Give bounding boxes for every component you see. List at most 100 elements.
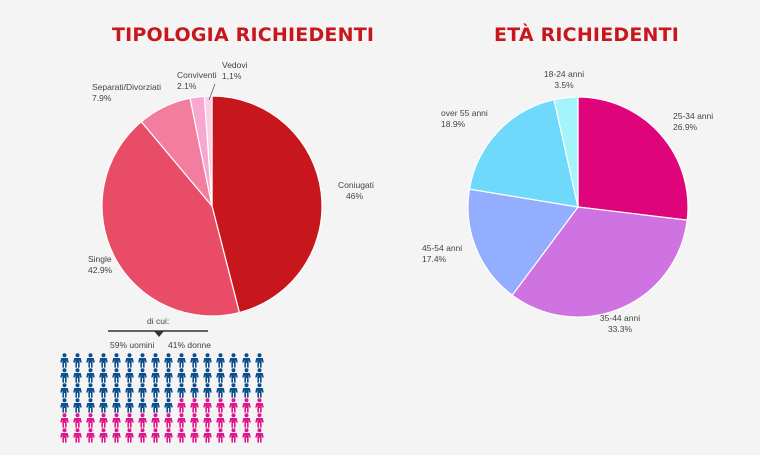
person-icon (175, 413, 188, 428)
person-icon (175, 368, 188, 383)
chart-title-tipologia: TIPOLOGIA RICHIEDENTI (112, 24, 375, 46)
person-icon (58, 368, 71, 383)
person-icon (123, 353, 136, 368)
person-icon (123, 383, 136, 398)
person-icon (123, 398, 136, 413)
person-icon (71, 428, 84, 443)
person-icon (162, 383, 175, 398)
person-icon (110, 398, 123, 413)
pie-slice-45-54-anni (467, 188, 580, 297)
person-icon (58, 413, 71, 428)
person-icon (149, 428, 162, 443)
person-icon (175, 383, 188, 398)
person-icon (214, 368, 227, 383)
person-icon (214, 353, 227, 368)
person-icon (149, 368, 162, 383)
person-icon (188, 398, 201, 413)
person-icon (175, 353, 188, 368)
breakdown-intro: di cui: (147, 316, 170, 326)
pie-slice-18-24-anni (553, 96, 579, 208)
person-icon (162, 398, 175, 413)
person-icon (227, 398, 240, 413)
person-icon (227, 383, 240, 398)
divider-pointer (154, 331, 164, 337)
person-icon (136, 353, 149, 368)
person-icon (71, 413, 84, 428)
pie-chart-tipologia (101, 95, 323, 317)
people-pictogram (58, 353, 268, 443)
women-percentage-label: 41% donne (168, 340, 212, 350)
person-icon (214, 413, 227, 428)
person-icon (123, 428, 136, 443)
chart-title-eta: ETÀ RICHIEDENTI (494, 24, 680, 46)
person-icon (240, 428, 253, 443)
pie-chart-eta (467, 96, 689, 318)
person-icon (214, 398, 227, 413)
slice-labels: Coniugati 46% Single 42.9% Separati/Divorzia… (88, 60, 713, 334)
person-icon (58, 353, 71, 368)
slice-label-25-34-anni: 25-34 anni 26.9% (673, 111, 713, 132)
person-icon (162, 413, 175, 428)
person-icon (240, 353, 253, 368)
person-icon (123, 368, 136, 383)
slice-label-over-55-anni: over 55 anni 18.9% (441, 108, 488, 129)
person-icon (71, 368, 84, 383)
breakdown-divider (108, 330, 208, 337)
person-icon (201, 353, 214, 368)
person-icon (110, 368, 123, 383)
pie-slice-vedovi (203, 95, 213, 207)
person-icon (253, 383, 266, 398)
person-icon (188, 368, 201, 383)
person-icon (201, 383, 214, 398)
person-icon (175, 398, 188, 413)
person-icon (97, 383, 110, 398)
slice-label-vedovi: Vedovi 1,1% (222, 60, 248, 81)
person-icon (227, 413, 240, 428)
person-icon (214, 383, 227, 398)
pie-slice-over-55-anni (468, 98, 579, 208)
person-icon (110, 383, 123, 398)
person-icon (227, 368, 240, 383)
person-icon (71, 398, 84, 413)
person-icon (188, 353, 201, 368)
person-icon (110, 428, 123, 443)
slice-label-single: Single 42.9% (88, 254, 113, 275)
person-icon (97, 413, 110, 428)
person-icon (188, 383, 201, 398)
person-icon (201, 413, 214, 428)
person-icon (84, 383, 97, 398)
slice-label-coniugati: Coniugati 46% (338, 180, 374, 201)
person-icon (253, 398, 266, 413)
pie-slice-35-44-anni (511, 206, 688, 318)
person-icon (214, 428, 227, 443)
slice-label-separati-divorziati: Separati/Divorziati 7.9% (92, 82, 161, 103)
slice-label-45-54-anni: 45-54 anni 17.4% (422, 243, 462, 264)
person-icon (71, 353, 84, 368)
person-icon (162, 368, 175, 383)
person-icon (253, 353, 266, 368)
person-icon (110, 413, 123, 428)
person-icon (253, 368, 266, 383)
pie-slice-25-34-anni (577, 96, 689, 221)
slice-label-18-24-anni: 18-24 anni 3.5% (544, 69, 584, 90)
person-icon (188, 428, 201, 443)
person-icon (149, 413, 162, 428)
person-icon (136, 413, 149, 428)
slice-label-conviventi: Conviventi 2.1% (177, 70, 217, 91)
person-icon (97, 353, 110, 368)
person-icon (84, 368, 97, 383)
person-icon (84, 413, 97, 428)
men-percentage-label: 59% uomini (110, 340, 155, 350)
person-icon (136, 428, 149, 443)
person-icon (240, 368, 253, 383)
person-icon (84, 428, 97, 443)
person-icon (149, 398, 162, 413)
person-icon (240, 413, 253, 428)
person-icon (84, 353, 97, 368)
vedovi-leader-line (208, 83, 216, 101)
person-icon (149, 353, 162, 368)
person-icon (136, 398, 149, 413)
person-icon (97, 428, 110, 443)
person-icon (201, 428, 214, 443)
